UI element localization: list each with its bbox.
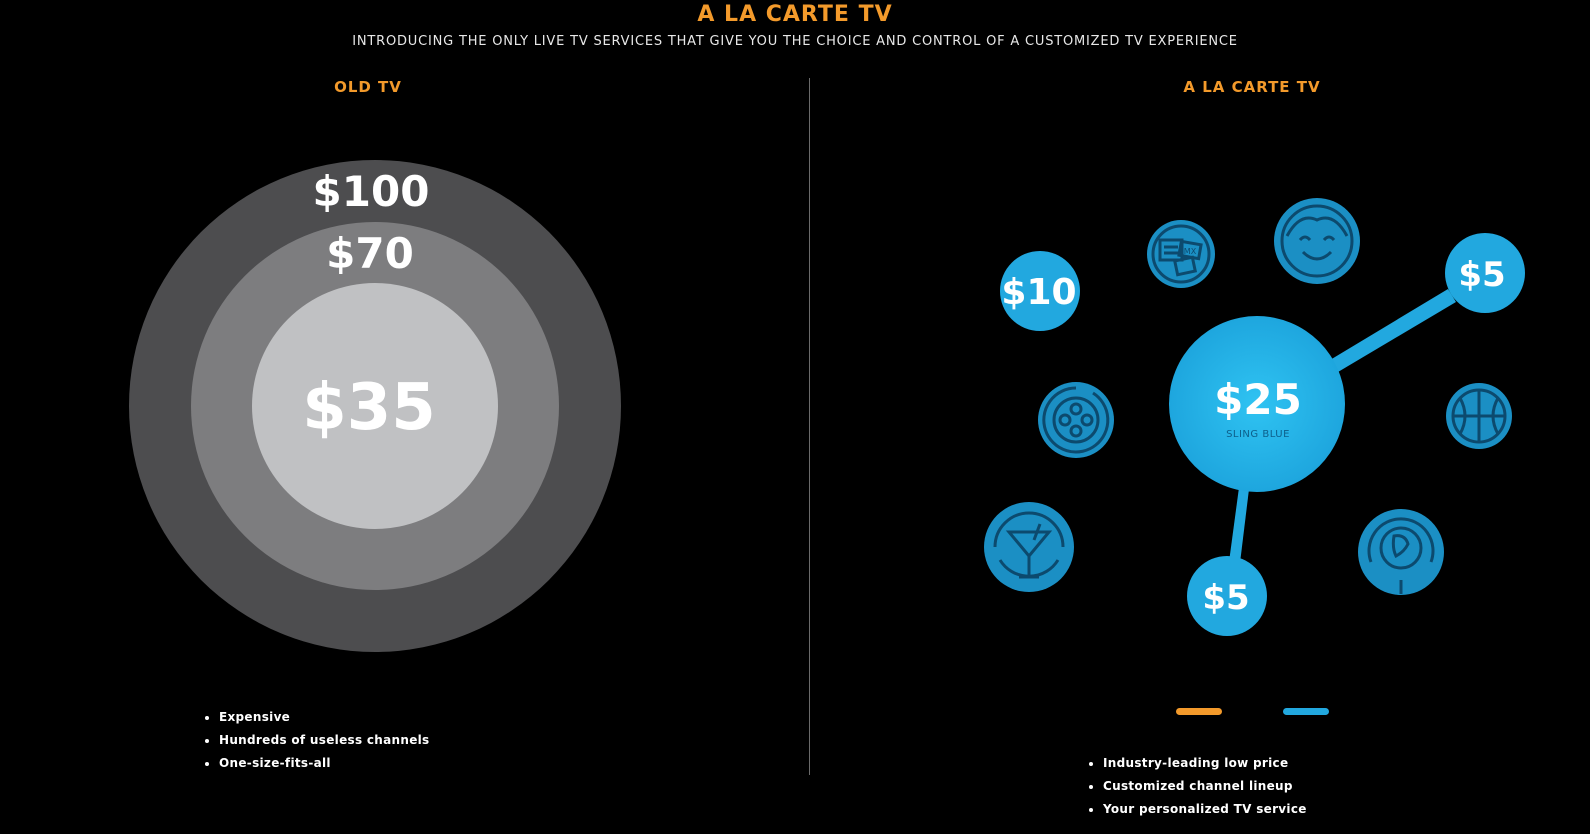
basketball-icon	[1446, 383, 1512, 449]
page-subtitle: INTRODUCING THE ONLY LIVE TV SERVICES TH…	[352, 34, 1238, 49]
center-price: $25	[1214, 375, 1302, 424]
ring-inner	[252, 283, 498, 529]
legend-blue-bar	[1283, 708, 1329, 715]
connector-right	[1330, 289, 1456, 372]
ring-inner-label: $35	[302, 371, 436, 445]
column-divider	[809, 78, 810, 775]
old-tv-bullet: Hundreds of useless channels	[219, 733, 430, 747]
a-la-carte-bullet: Industry-leading low price	[1103, 756, 1307, 770]
price-bubble-5-right: $5	[1445, 233, 1525, 313]
old-tv-bullet: One-size-fits-all	[219, 756, 430, 770]
news-badge: MX	[1184, 247, 1197, 256]
ring-middle-label: $70	[326, 229, 414, 278]
price-bubble-5-bottom-label: $5	[1202, 578, 1249, 618]
world-globe-icon	[1358, 509, 1444, 595]
connector-bottom	[1229, 480, 1250, 563]
a-la-carte-heading: A LA CARTE TV	[1183, 78, 1321, 96]
price-bubble-5-right-label: $5	[1458, 255, 1505, 295]
a-la-carte-bullet: Customized channel lineup	[1103, 779, 1307, 793]
film-reel-icon	[1038, 382, 1114, 458]
a-la-carte-bullet: Your personalized TV service	[1103, 802, 1307, 816]
center-name: SLING BLUE	[1226, 429, 1290, 440]
sling-blue-bubble: $25 SLING BLUE	[1169, 316, 1345, 492]
ring-outer-label: $100	[313, 167, 430, 216]
price-bubble-10-label: $10	[1001, 272, 1076, 313]
a-la-carte-bullets: Industry-leading low price Customized ch…	[1087, 756, 1307, 825]
price-bubble-10: $10	[1000, 251, 1080, 331]
old-tv-heading: OLD TV	[334, 78, 402, 96]
legend-orange-bar	[1176, 708, 1222, 715]
news-channel-icon: MX	[1147, 220, 1215, 288]
old-tv-bullet: Expensive	[219, 710, 430, 724]
page-title: A LA CARTE TV	[697, 2, 893, 27]
connectors	[1229, 289, 1456, 563]
price-bubble-5-bottom: $5	[1187, 556, 1267, 636]
kids-face-icon	[1274, 198, 1360, 284]
old-tv-bullets: Expensive Hundreds of useless channels O…	[203, 710, 430, 779]
cocktail-icon	[984, 502, 1074, 592]
old-tv-rings: $100 $70 $35	[129, 160, 621, 652]
